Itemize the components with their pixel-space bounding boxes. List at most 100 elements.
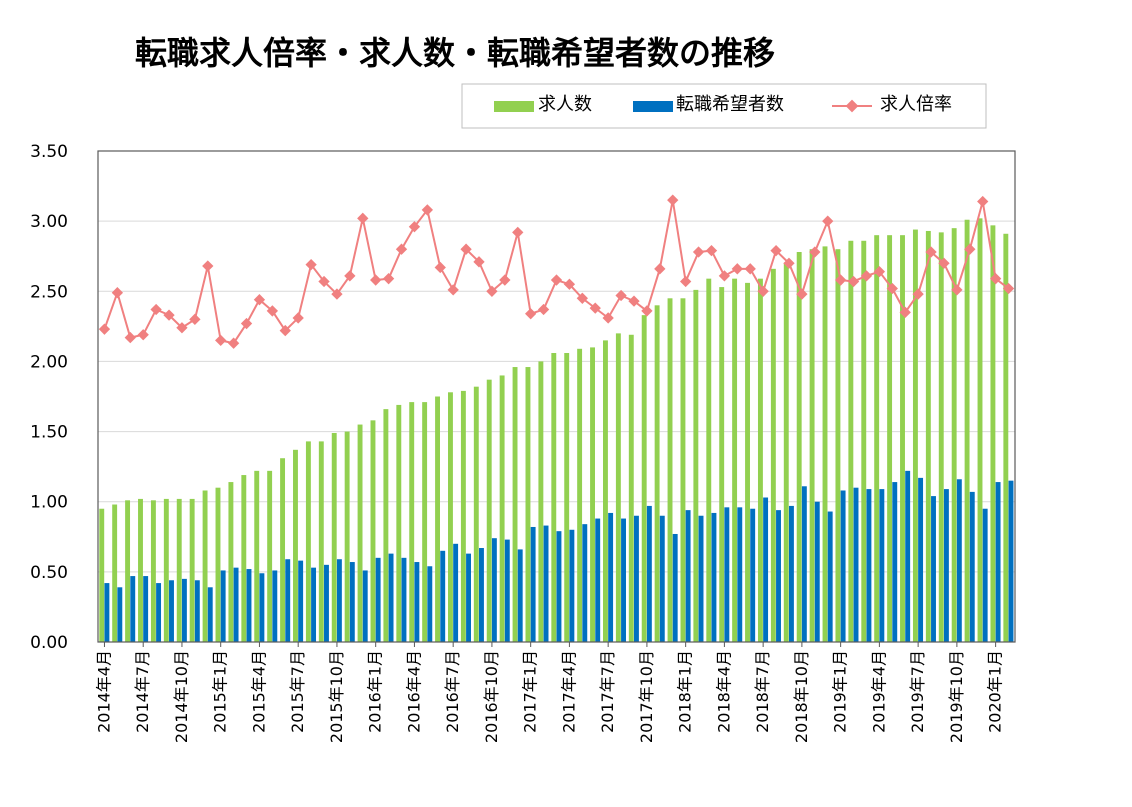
x-tick-label: 2015年10月 xyxy=(327,650,346,743)
bar-job-seekers xyxy=(866,489,872,642)
job-seekers-bars xyxy=(104,470,1014,642)
bar-job-seekers xyxy=(375,557,381,642)
bar-job-openings xyxy=(887,235,893,643)
job-openings-bars xyxy=(99,218,1009,643)
bar-job-seekers xyxy=(879,489,885,642)
x-tick-label: 2014年7月 xyxy=(133,650,152,733)
bar-job-openings xyxy=(305,441,311,642)
bar-job-seekers xyxy=(285,559,291,642)
ratio-marker xyxy=(989,273,1002,285)
ratio-marker xyxy=(395,243,408,255)
y-tick-label: 2.00 xyxy=(30,352,68,372)
bar-job-openings xyxy=(615,333,621,642)
y-tick-label: 0.00 xyxy=(30,633,68,653)
bar-job-seekers xyxy=(969,491,975,642)
bar-job-seekers xyxy=(117,587,123,642)
bar-job-seekers xyxy=(646,505,652,642)
bar-job-openings xyxy=(512,367,518,642)
ratio-marker xyxy=(344,270,356,282)
ratio-marker xyxy=(938,257,950,269)
ratio-marker xyxy=(667,194,679,206)
bar-job-openings xyxy=(163,498,169,642)
chart-title: 転職求人倍率・求人数・転職希望者数の推移 xyxy=(135,34,775,72)
ratio-marker xyxy=(460,243,472,255)
ratio-marker xyxy=(847,275,860,288)
bar-job-seekers xyxy=(504,539,510,642)
bar-job-seekers xyxy=(104,583,110,642)
bar-job-seekers xyxy=(943,489,949,642)
y-tick-label: 2.50 xyxy=(30,282,68,302)
bar-job-seekers xyxy=(827,511,833,642)
bar-job-seekers xyxy=(698,515,704,642)
bar-job-seekers xyxy=(466,553,471,642)
legend-label-ratio: 求人倍率 xyxy=(880,94,952,115)
bar-job-openings xyxy=(370,420,376,642)
ratio-marker xyxy=(822,215,834,227)
ratio-marker xyxy=(692,246,705,258)
bar-job-seekers xyxy=(724,507,730,642)
bar-job-openings xyxy=(215,487,221,642)
bar-job-openings xyxy=(473,386,479,642)
bar-job-seekers xyxy=(143,576,149,642)
x-tick-label: 2019年10月 xyxy=(947,650,966,743)
bar-job-seekers xyxy=(440,550,446,642)
ratio-marker xyxy=(279,324,291,337)
legend-label-job-seekers: 転職希望者数 xyxy=(676,94,784,115)
bar-job-openings xyxy=(925,230,931,642)
bar-job-seekers xyxy=(569,529,575,642)
ratio-marker xyxy=(202,260,214,272)
bar-job-openings xyxy=(822,246,828,642)
bar-job-seekers xyxy=(181,578,187,642)
bar-job-seekers xyxy=(453,543,459,642)
bar-job-seekers xyxy=(853,487,859,642)
ratio-marker xyxy=(744,263,756,275)
ratio-marker xyxy=(873,265,886,278)
ratio-marker xyxy=(589,302,601,314)
bar-job-openings xyxy=(693,289,699,642)
ratio-marker xyxy=(240,317,253,330)
bar-job-openings xyxy=(280,458,286,642)
x-tick-label: 2016年1月 xyxy=(366,650,385,733)
ratio-marker xyxy=(305,258,317,271)
bar-job-seekers xyxy=(659,515,665,642)
ratio-series xyxy=(98,194,1015,349)
bar-job-seekers xyxy=(685,510,691,642)
bar-job-seekers xyxy=(840,490,846,642)
bar-job-openings xyxy=(422,402,428,642)
bar-job-openings xyxy=(900,235,905,643)
ratio-marker xyxy=(899,306,911,318)
x-tick-label: 2016年10月 xyxy=(482,650,501,743)
bar-job-seekers xyxy=(892,482,898,642)
bar-job-openings xyxy=(757,278,763,642)
bar-job-openings xyxy=(667,298,673,642)
bar-job-seekers xyxy=(388,553,394,642)
bar-job-seekers xyxy=(621,518,626,642)
bar-job-seekers xyxy=(427,566,433,642)
ratio-marker xyxy=(1002,282,1015,295)
ratio-marker xyxy=(809,246,821,258)
ratio-marker xyxy=(886,282,898,295)
y-tick-label: 0.50 xyxy=(30,563,68,583)
bar-job-openings xyxy=(241,475,247,642)
bar-job-seekers xyxy=(194,580,200,642)
ratio-marker xyxy=(925,246,937,258)
x-tick-label: 2019年7月 xyxy=(908,650,927,733)
x-tick-label: 2018年10月 xyxy=(792,650,811,743)
ratio-marker xyxy=(718,270,731,282)
bar-job-openings xyxy=(460,390,466,642)
x-tick-label: 2015年4月 xyxy=(249,650,268,733)
bar-job-seekers xyxy=(814,501,820,642)
y-tick-label: 1.50 xyxy=(30,423,68,443)
bar-job-openings xyxy=(706,278,712,642)
bar-job-openings xyxy=(202,490,208,642)
bar-job-seekers xyxy=(995,482,1001,642)
bar-job-seekers xyxy=(905,470,911,642)
ratio-marker xyxy=(447,284,459,296)
bar-job-openings xyxy=(964,219,970,643)
bar-job-openings xyxy=(809,249,815,642)
bar-job-openings xyxy=(267,470,273,642)
ratio-marker xyxy=(951,284,963,296)
bar-job-openings xyxy=(331,432,337,642)
bar-job-openings xyxy=(344,431,350,642)
ratio-marker xyxy=(137,329,149,341)
